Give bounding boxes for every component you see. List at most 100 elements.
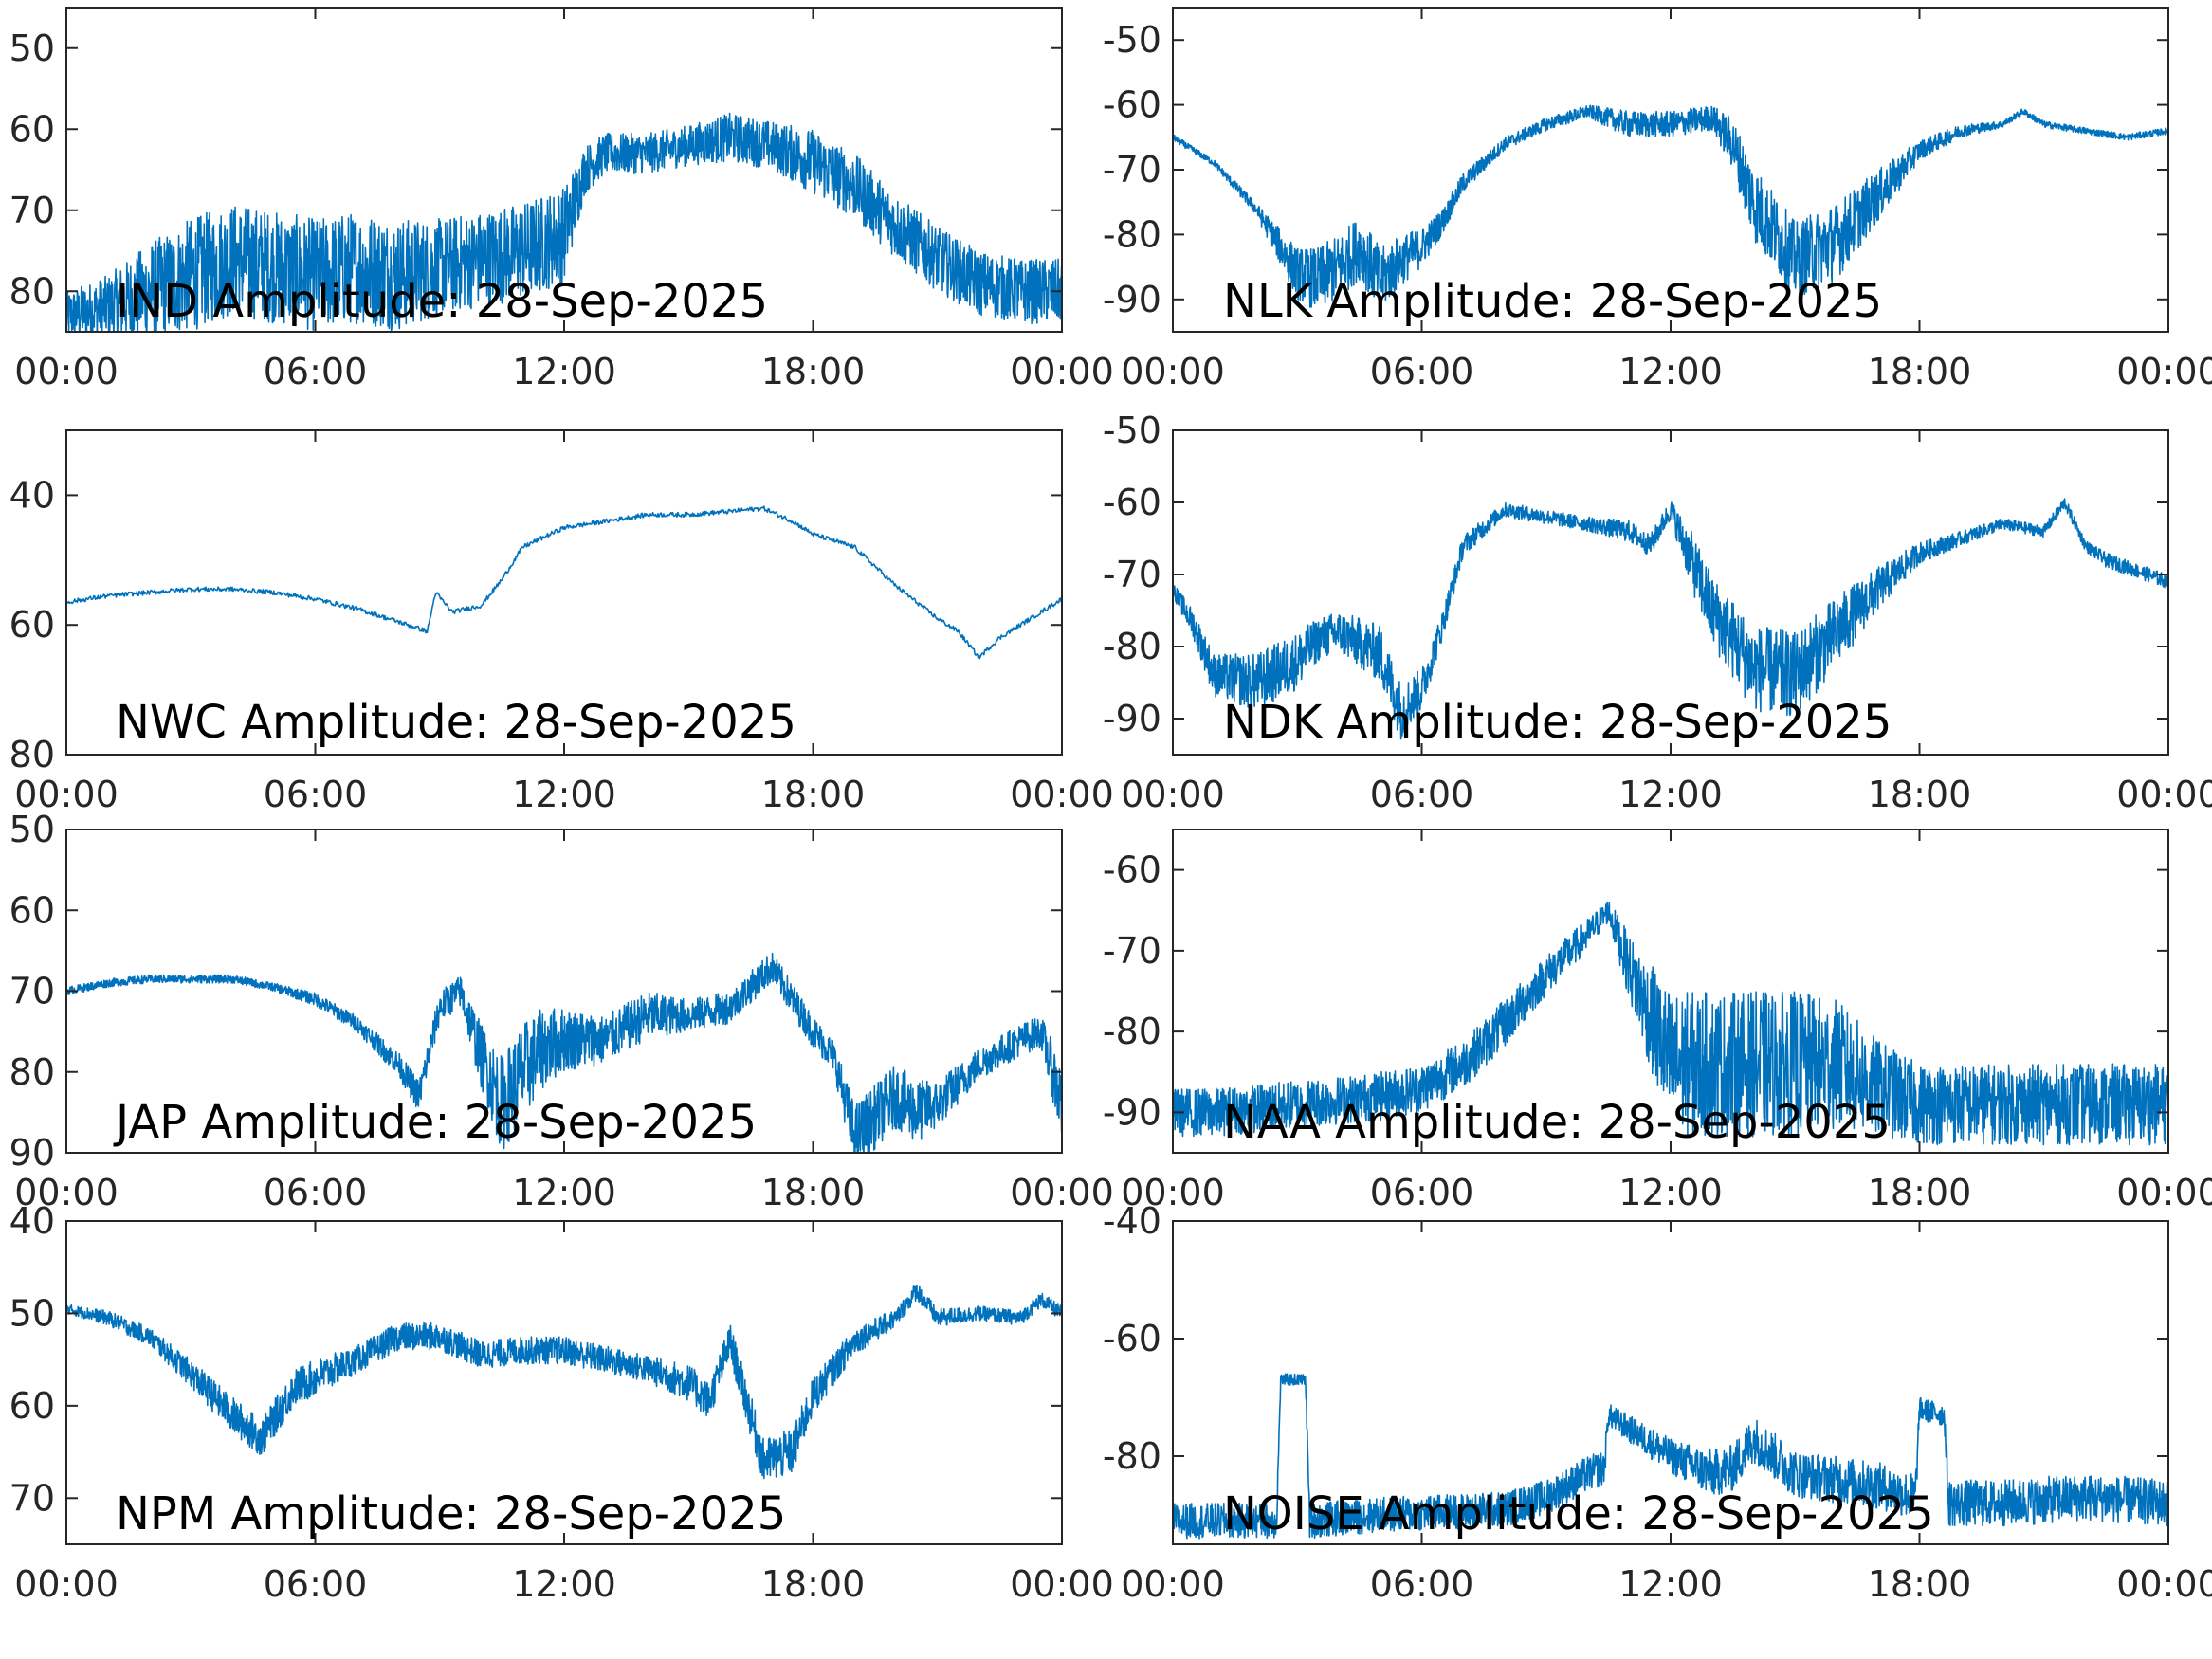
panel-ind: 50 60 70 80 00:00 06:00 12:00 18:00 00:00 IND Am… <box>9 7 1114 392</box>
nlk-xtick-label-2: 12:00 <box>1618 351 1723 392</box>
panel-noise: -40 -60 -80 00:00 06:00 12:00 18:00 00:00 NOISE… <box>1103 1200 2212 1605</box>
panel-ndk: -50 -60 -70 -80 -90 00:00 06:00 12:00 18:00 00:00… <box>1103 410 2212 815</box>
noise-trace-group <box>1173 1373 2168 1540</box>
jap-ytick-label-3: 80 <box>9 1051 55 1093</box>
npm-series-0-line <box>66 1285 1062 1480</box>
npm-xtick-label-0: 00:00 <box>14 1563 119 1605</box>
ndk-ytick-label-4: -90 <box>1103 698 1161 739</box>
nlk-ytick-label-0: -50 <box>1103 19 1161 61</box>
ind-ytick-label-2: 70 <box>9 190 55 231</box>
naa-panel-title: NAA Amplitude: 28-Sep-2025 <box>1223 1096 1891 1149</box>
noise-ytick-label-2: -80 <box>1103 1435 1161 1477</box>
panel-naa: -60 -70 -80 -90 00:00 06:00 12:00 18:00 00:00 NA… <box>1103 829 2212 1213</box>
ind-ytick-label-1: 60 <box>9 108 55 150</box>
ndk-xtick-label-3: 18:00 <box>1868 774 1972 815</box>
ind-ytick-label-0: 50 <box>9 27 55 69</box>
naa-ytick-label-2: -80 <box>1103 1011 1161 1052</box>
ind-trace-group <box>66 112 1062 332</box>
jap-trace-group <box>66 952 1062 1153</box>
nlk-xtick-label-0: 00:00 <box>1121 351 1225 392</box>
npm-ytick-label-2: 60 <box>9 1385 55 1427</box>
nlk-ticks: -50 -60 -70 -80 -90 00:00 06:00 12:00 18:00 00:00 <box>1103 8 2212 392</box>
ndk-ytick-label-1: -60 <box>1103 482 1161 523</box>
naa-xtick-label-0: 00:00 <box>1121 1172 1225 1213</box>
panel-nlk: -50 -60 -70 -80 -90 00:00 06:00 12:00 18:00 00:00… <box>1103 7 2212 392</box>
nwc-ytick-label-1: 60 <box>9 604 55 646</box>
ind-xtick-label-4: 00:00 <box>1010 351 1114 392</box>
naa-xtick-label-2: 12:00 <box>1618 1172 1723 1213</box>
ndk-panel-title: NDK Amplitude: 28-Sep-2025 <box>1223 696 1892 749</box>
jap-xtick-label-0: 00:00 <box>14 1172 119 1213</box>
npm-xtick-label-4: 00:00 <box>1010 1563 1114 1605</box>
nlk-ytick-label-1: -60 <box>1103 84 1161 126</box>
panel-npm: 40 50 60 70 00:00 06:00 12:00 18:00 00:00 NPM Am… <box>9 1200 1114 1605</box>
jap-xtick-label-2: 12:00 <box>512 1172 616 1213</box>
ind-ticks: 50 60 70 80 00:00 06:00 12:00 18:00 00:00 <box>9 8 1114 392</box>
jap-ytick-label-0: 50 <box>9 809 55 850</box>
jap-ytick-label-4: 90 <box>9 1132 55 1174</box>
npm-ticks: 40 50 60 70 00:00 06:00 12:00 18:00 00:00 <box>9 1200 1114 1605</box>
nlk-ytick-label-4: -90 <box>1103 279 1161 320</box>
npm-xtick-label-1: 06:00 <box>264 1563 368 1605</box>
nlk-xtick-label-4: 00:00 <box>2116 351 2212 392</box>
ind-xtick-label-0: 00:00 <box>14 351 119 392</box>
ndk-xtick-label-4: 00:00 <box>2116 774 2212 815</box>
ind-xtick-label-1: 06:00 <box>264 351 368 392</box>
jap-ytick-label-1: 60 <box>9 889 55 931</box>
naa-xtick-label-3: 18:00 <box>1868 1172 1972 1213</box>
jap-xtick-label-1: 06:00 <box>264 1172 368 1213</box>
noise-ticks: -40 -60 -80 00:00 06:00 12:00 18:00 00:00 <box>1103 1200 2212 1605</box>
noise-xtick-label-0: 00:00 <box>1121 1563 1225 1605</box>
naa-xtick-label-1: 06:00 <box>1370 1172 1474 1213</box>
nwc-xtick-label-4: 00:00 <box>1010 774 1114 815</box>
nlk-ytick-label-3: -80 <box>1103 213 1161 255</box>
nlk-trace-group <box>1173 104 2168 308</box>
npm-ytick-label-1: 50 <box>9 1292 55 1334</box>
ind-series-0-line <box>66 112 1062 332</box>
nlk-series-0-line <box>1173 104 2168 308</box>
ndk-trace-group <box>1173 498 2168 740</box>
naa-series-0-line <box>1173 901 2168 1146</box>
jap-ytick-label-2: 70 <box>9 971 55 1012</box>
npm-panel-title: NPM Amplitude: 28-Sep-2025 <box>116 1487 786 1540</box>
ndk-ticks: -50 -60 -70 -80 -90 00:00 06:00 12:00 18:00 00:00 <box>1103 410 2212 815</box>
naa-ytick-label-1: -70 <box>1103 930 1161 972</box>
naa-ytick-label-0: -60 <box>1103 849 1161 891</box>
nwc-xtick-label-0: 00:00 <box>14 774 119 815</box>
jap-series-0-line <box>66 952 1062 1153</box>
naa-xtick-label-4: 00:00 <box>2116 1172 2212 1213</box>
noise-panel-title: NOISE Amplitude: 28-Sep-2025 <box>1223 1487 1934 1540</box>
npm-ytick-label-3: 70 <box>9 1477 55 1519</box>
ndk-ytick-label-0: -50 <box>1103 410 1161 451</box>
npm-xtick-label-3: 18:00 <box>761 1563 866 1605</box>
nwc-panel-title: NWC Amplitude: 28-Sep-2025 <box>116 696 796 749</box>
nwc-xtick-label-2: 12:00 <box>512 774 616 815</box>
nwc-series-0-line <box>66 505 1062 660</box>
npm-xtick-label-2: 12:00 <box>512 1563 616 1605</box>
ndk-series-0-line <box>1173 498 2168 740</box>
noise-ytick-label-0: -40 <box>1103 1200 1161 1242</box>
ind-panel-title: IND Amplitude: 28-Sep-2025 <box>116 275 768 328</box>
nwc-ytick-label-2: 80 <box>9 734 55 775</box>
noise-series-0-line <box>1173 1373 2168 1540</box>
nlk-xtick-label-1: 06:00 <box>1370 351 1474 392</box>
noise-xtick-label-2: 12:00 <box>1618 1563 1723 1605</box>
nwc-xtick-label-1: 06:00 <box>264 774 368 815</box>
ind-xtick-label-3: 18:00 <box>761 351 866 392</box>
npm-ytick-label-0: 40 <box>9 1200 55 1242</box>
ind-ytick-label-3: 80 <box>9 270 55 312</box>
nlk-xtick-label-3: 18:00 <box>1868 351 1972 392</box>
noise-xtick-label-3: 18:00 <box>1868 1563 1972 1605</box>
jap-panel-title: JAP Amplitude: 28-Sep-2025 <box>113 1096 757 1149</box>
naa-trace-group <box>1173 901 2168 1146</box>
ndk-xtick-label-0: 00:00 <box>1121 774 1225 815</box>
nwc-ytick-label-0: 40 <box>9 474 55 516</box>
ndk-xtick-label-1: 06:00 <box>1370 774 1474 815</box>
jap-xtick-label-4: 00:00 <box>1010 1172 1114 1213</box>
nwc-trace-group <box>66 505 1062 660</box>
